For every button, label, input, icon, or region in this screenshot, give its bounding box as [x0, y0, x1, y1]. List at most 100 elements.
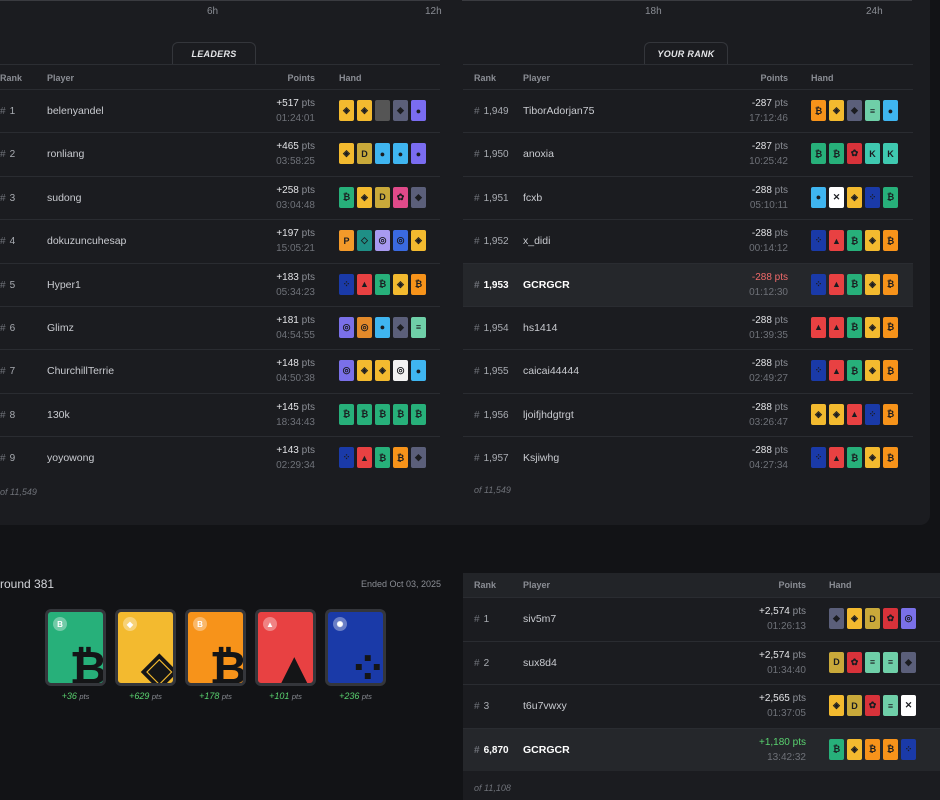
player-name[interactable]: yoyowong [47, 452, 95, 465]
points-unit: pts [774, 314, 788, 326]
rank-cell: #6 [0, 323, 15, 334]
bnb-card-icon: ◈ [847, 608, 862, 629]
round-ended-date: Ended Oct 03, 2025 [361, 579, 442, 589]
bnb-card-icon: ◈ [811, 403, 826, 425]
card-points: +629 pts [115, 691, 176, 701]
table-row[interactable]: #1,954 hs1414 -288 pts 01:39:35 ▲ ▲ ₿ ◈ ₿ [463, 305, 913, 349]
card-points-unit: pts [291, 692, 302, 701]
hand-cards: ₿ ◈ ₿ ₿ ⁘ [829, 738, 916, 760]
card-points-value: +236 [339, 691, 360, 701]
bnb-card-icon: ◈ [865, 230, 880, 252]
player-name[interactable]: belenyandel [47, 105, 104, 117]
rank-value: 1 [9, 106, 16, 117]
table-row[interactable]: #2 sux8d4 +2,574 pts 01:34:40 D ✿ ≡ ≡ ◆ [463, 640, 940, 685]
table-row-current-user[interactable]: #6,870 GCRGCR +1,180 pts 13:42:32 ₿ ◈ ₿ ₿ ⁘ [463, 727, 940, 771]
player-name[interactable]: Hyper1 [47, 278, 81, 291]
points-value: +1,180 pts [759, 737, 806, 748]
points-unit: pts [792, 736, 806, 748]
bnb-card-icon: ◈ [375, 360, 390, 382]
table-row[interactable]: #1,949 TiborAdorjan75 -287 pts 17:12:46 ₿ ◈ ◆ ≡… [463, 89, 913, 132]
player-name[interactable]: anoxia [523, 148, 554, 161]
hash-symbol: # [0, 409, 6, 421]
table-row[interactable]: #5 Hyper1 +183 pts 05:34:23 ⁘ ▲ ₿ ◈ ₿ [0, 262, 440, 306]
player-name[interactable]: siv5m7 [523, 613, 557, 625]
player-name[interactable]: sudong [47, 191, 82, 204]
points-unit: pts [301, 141, 315, 153]
points-value: +517 pts [276, 98, 315, 109]
hand-cards: ₿ ◈ ◆ ≡ ● [811, 100, 898, 121]
avax-card-icon: ▲ [829, 360, 844, 382]
round-card[interactable]: ◆ ◈ +629 pts [115, 609, 176, 701]
player-name[interactable]: GCRGCR [523, 278, 570, 291]
hash-symbol: # [474, 614, 480, 625]
sol-card-icon: ≡ [411, 316, 426, 338]
player-name[interactable]: sux8d4 [523, 656, 557, 669]
table-row[interactable]: #1 siv5m7 +2,574 pts 01:26:13 ◆ ◈ D ✿ ◎ [463, 597, 940, 641]
player-name[interactable]: dokuzuncuhesap [47, 235, 127, 248]
bch-card-icon: ₿ [811, 143, 826, 165]
points-value: -288 pts [752, 445, 788, 456]
hand-cards: ◈ ◈ ▲ ⁘ ₿ [811, 403, 898, 425]
round-card[interactable]: B ₿ +36 pts [45, 609, 106, 701]
rank-value: 7 [9, 366, 16, 378]
player-name[interactable]: caicai44444 [523, 365, 580, 378]
leaders-rows: #1 belenyandel +517 pts 01:24:01 ◈ ◈ ◆ ● #2 ronli… [0, 89, 440, 480]
table-row[interactable]: #1,950 anoxia -287 pts 10:25:42 ₿ ₿ ✿ K K [463, 132, 913, 175]
table-row[interactable]: #1,955 caicai44444 -288 pts 02:49:27 ⁘ ▲ ₿ ◈ ₿ [463, 349, 913, 392]
card-points: +178 pts [185, 691, 246, 701]
card-glyph-icon: ⁘ [348, 642, 386, 686]
table-row-current-user[interactable]: #1,953 GCRGCR -288 pts 01:12:30 ⁘ ▲ ₿ ◈ ₿ [463, 262, 913, 306]
round-card[interactable]: B ₿ +178 pts [185, 609, 246, 701]
player-name[interactable]: 130k [47, 408, 70, 421]
table-row[interactable]: #1,951 fcxb -288 pts 05:10:11 ● ✕ ◈ ⁘ ₿ [463, 175, 913, 219]
round-card[interactable]: ✺ ⁘ +236 pts [325, 609, 386, 701]
player-name[interactable]: ljoifjhdgtrgt [523, 408, 574, 421]
player-name[interactable]: Glimz [47, 321, 74, 334]
table-row[interactable]: #4 dokuzuncuhesap +197 pts 15:05:21 P ◇ ◎ ◎ ◈ [0, 219, 440, 262]
points-unit: pts [774, 445, 788, 457]
player-name[interactable]: Ksjiwhg [523, 452, 560, 465]
coin-badge-icon: B [193, 617, 207, 631]
player-name[interactable]: ronliang [47, 148, 85, 161]
card-points: +36 pts [45, 691, 106, 701]
table-row[interactable]: #1,957 Ksjiwhg -288 pts 04:27:34 ⁘ ▲ ₿ ◈ ₿ [463, 436, 913, 479]
ada-big-card-icon: ✺ ⁘ [325, 609, 386, 686]
table-row[interactable]: #1,952 x_didi -288 pts 00:14:12 ⁘ ▲ ₿ ◈ ₿ [463, 219, 913, 262]
player-name[interactable]: x_didi [523, 235, 551, 248]
player-name[interactable]: GCRGCR [523, 743, 570, 756]
table-row[interactable]: #1,956 ljoifjhdgtrgt -288 pts 03:26:47 ◈ ◈ ▲ ⁘ ₿ [463, 392, 913, 436]
bnb-card-icon: ◈ [357, 100, 372, 121]
bnb-card-icon: ◈ [847, 186, 862, 208]
btc-card-icon: ₿ [411, 273, 426, 295]
rank-cell: #9 [0, 453, 15, 464]
points-number: -288 [751, 228, 772, 240]
tab-your-rank[interactable]: YOUR RANK [644, 42, 728, 64]
table-row[interactable]: #3 t6u7vwxy +2,565 pts 01:37:05 ◈ D ✿ ≡ ✕ [463, 684, 940, 728]
player-name[interactable]: ChurchillTerrie [47, 365, 115, 378]
table-row[interactable]: #7 ChurchillTerrie +148 pts 04:50:38 ◎ ◈ ◈ ◎ ● [0, 349, 440, 392]
ada-card-icon: ⁘ [339, 447, 354, 469]
rank-cell: #5 [0, 280, 15, 291]
player-name[interactable]: fcxb [523, 191, 543, 204]
coin-badge-icon: ▲ [263, 617, 277, 631]
header-hand: Hand [811, 73, 834, 83]
table-row[interactable]: #6 Glimz +181 pts 04:54:55 ◎ ◎ ● ◆ ≡ [0, 305, 440, 349]
tab-leaders[interactable]: LEADERS [172, 42, 256, 64]
points-value: +181 pts [276, 315, 315, 326]
bch-card-icon: ₿ [357, 403, 372, 425]
your-rank-total: of 11,549 [474, 485, 511, 495]
table-row[interactable]: #2 ronliang +465 pts 03:58:25 ◈ D ● ● ● [0, 132, 440, 175]
table-row[interactable]: #1 belenyandel +517 pts 01:24:01 ◈ ◈ ◆ ● [0, 89, 440, 132]
table-row[interactable]: #9 yoyowong +143 pts 02:29:34 ⁘ ▲ ₿ ₿ ◆ [0, 436, 440, 479]
player-name[interactable]: TiborAdorjan75 [523, 105, 595, 117]
doge-card-icon: D [865, 608, 880, 629]
rank-cell: #1,956 [474, 410, 509, 421]
points-unit: pts [301, 184, 315, 196]
player-name[interactable]: hs1414 [523, 321, 558, 334]
table-row[interactable]: #8 130k +145 pts 18:34:43 ₿ ₿ ₿ ₿ ₿ [0, 392, 440, 436]
round-card[interactable]: ▲ ▲ +101 pts [255, 609, 316, 701]
table-row[interactable]: #3 sudong +258 pts 03:04:48 ₿ ◈ D ✿ ◆ [0, 175, 440, 219]
player-name[interactable]: t6u7vwxy [523, 700, 567, 712]
avax-card-icon: ▲ [829, 447, 844, 469]
timestamp: 03:04:48 [276, 199, 315, 211]
